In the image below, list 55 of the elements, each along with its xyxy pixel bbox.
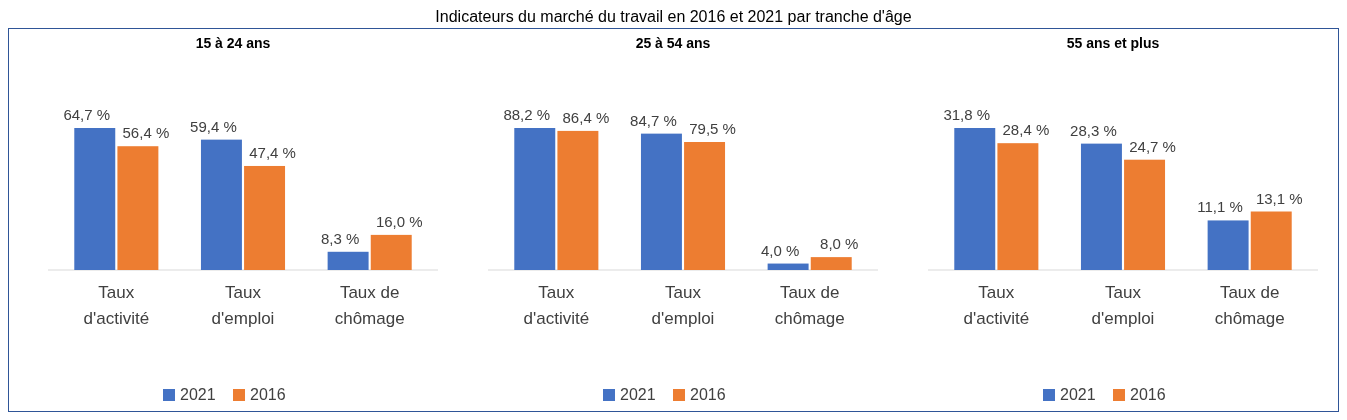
data-label: 8,3 %	[320, 229, 360, 247]
bar	[74, 128, 116, 270]
x-tick-label: Taux de chômage	[1214, 283, 1285, 328]
bar	[200, 139, 242, 270]
bar	[997, 143, 1039, 270]
data-label: 88,2 %	[503, 106, 551, 123]
legend-label: 2021	[620, 386, 656, 403]
x-tick-label: Taux d'activité	[523, 283, 590, 328]
data-label: 31,8 %	[943, 106, 991, 123]
bar	[684, 142, 726, 270]
bar	[370, 234, 412, 270]
data-label: 59,4 %	[190, 117, 237, 135]
x-tick-label: Taux d'emploi	[651, 283, 715, 328]
chart-title: 25 à 54 ans	[635, 35, 711, 51]
bar	[810, 257, 852, 270]
data-label: 56,4 %	[122, 124, 170, 142]
bar	[327, 251, 369, 270]
data-label: 8,0 %	[820, 235, 859, 253]
x-tick-label: Taux de chômage	[334, 283, 405, 328]
bar	[514, 128, 556, 270]
data-label: 16,0 %	[375, 212, 423, 230]
legend-label: 2021	[1060, 386, 1096, 403]
data-label: 24,7 %	[1129, 137, 1176, 155]
legend-label: 2016	[250, 386, 286, 403]
bar	[557, 130, 599, 270]
data-label: 28,4 %	[1002, 121, 1050, 139]
x-tick-label: Taux d'activité	[83, 283, 150, 328]
data-label: 13,1 %	[1255, 189, 1303, 207]
bar	[767, 263, 809, 270]
bar	[244, 165, 286, 270]
data-label: 86,4 %	[562, 108, 610, 126]
bar	[640, 133, 682, 270]
data-label: 28,3 %	[1070, 121, 1117, 139]
bar	[1124, 159, 1166, 270]
data-label: 64,7 %	[63, 106, 111, 123]
x-tick-label: Taux d'emploi	[1091, 283, 1155, 328]
legend-label: 2016	[690, 386, 726, 403]
legend-label: 2021	[180, 386, 216, 403]
bar	[1080, 143, 1122, 270]
legend-label: 2016	[1130, 386, 1166, 403]
data-label: 11,1 %	[1197, 198, 1243, 216]
chart-title: 55 ans et plus	[1066, 35, 1160, 51]
bar	[117, 146, 159, 270]
chart-title: 15 à 24 ans	[195, 35, 271, 51]
text: Indicateurs du marché du travail en 2016 et 2021 par tranche d'âge	[435, 8, 912, 25]
x-tick-label: Taux d'activité	[963, 283, 1030, 328]
x-tick-label: Taux de chômage	[774, 283, 845, 328]
bar	[1250, 211, 1292, 270]
bar	[954, 128, 996, 270]
data-label: 79,5 %	[689, 120, 736, 138]
data-label: 47,4 %	[249, 143, 296, 161]
data-label: 84,7 %	[630, 111, 677, 129]
x-tick-label: Taux d'emploi	[211, 283, 275, 328]
data-label: 4,0 %	[760, 241, 800, 259]
bar	[1207, 220, 1249, 270]
